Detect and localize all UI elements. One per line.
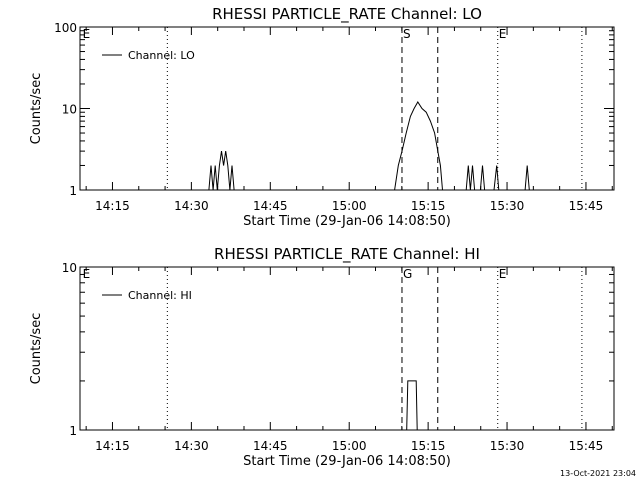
x-tick-label: 15:15 <box>411 439 446 453</box>
x-tick-label: 14:15 <box>95 439 130 453</box>
x-tick-label: 15:15 <box>411 199 446 213</box>
y-axis-label: Counts/sec <box>29 313 44 385</box>
plot-frame <box>79 266 615 431</box>
legend-entry: Channel: HI <box>128 289 192 302</box>
event-marker-label: S <box>403 27 411 41</box>
panel-lo-channel: RHESSI PARTICLE_RATE Channel: LO 14:15 14:… <box>29 5 615 229</box>
x-tick-label: 15:00 <box>332 439 367 453</box>
x-tick-label: 15:00 <box>332 199 367 213</box>
x-tick-label: 15:30 <box>490 199 525 213</box>
x-axis-label: Start Time (29-Jan-06 14:08:50) <box>243 454 451 469</box>
event-marker-label: E <box>83 267 91 281</box>
x-tick-label: 15:30 <box>490 439 525 453</box>
event-marker-label: G <box>403 267 412 281</box>
event-marker-label: E <box>499 267 507 281</box>
x-tick-label: 14:45 <box>253 439 288 453</box>
x-tick-label: 14:15 <box>95 199 130 213</box>
x-tick-label: 14:30 <box>174 199 209 213</box>
series-line-0 <box>208 101 530 191</box>
y-tick-label: 1 <box>69 184 77 198</box>
x-tick-label: 14:30 <box>174 439 209 453</box>
chart-title: RHESSI PARTICLE_RATE Channel: LO <box>212 5 482 24</box>
x-axis-label: Start Time (29-Jan-06 14:08:50) <box>243 214 451 229</box>
event-marker-label: E <box>83 27 91 41</box>
y-tick-label: 10 <box>62 103 77 117</box>
event-marker-label: E <box>499 27 507 41</box>
chart-title: RHESSI PARTICLE_RATE Channel: HI <box>214 245 480 264</box>
footer-timestamp: 13-Oct-2021 23:04 <box>560 469 636 478</box>
x-tick-label: 15:45 <box>569 439 604 453</box>
y-tick-label: 1 <box>69 424 77 438</box>
x-tick-label: 15:45 <box>569 199 604 213</box>
y-axis-label: Counts/sec <box>29 73 44 145</box>
series-line-0 <box>406 380 418 431</box>
y-tick-label: 10 <box>62 261 77 275</box>
y-tick-label: 100 <box>54 21 77 35</box>
panel-hi-channel: RHESSI PARTICLE_RATE Channel: HI 14:15 14:… <box>29 245 615 469</box>
x-tick-label: 14:45 <box>253 199 288 213</box>
legend-entry: Channel: LO <box>128 49 195 62</box>
